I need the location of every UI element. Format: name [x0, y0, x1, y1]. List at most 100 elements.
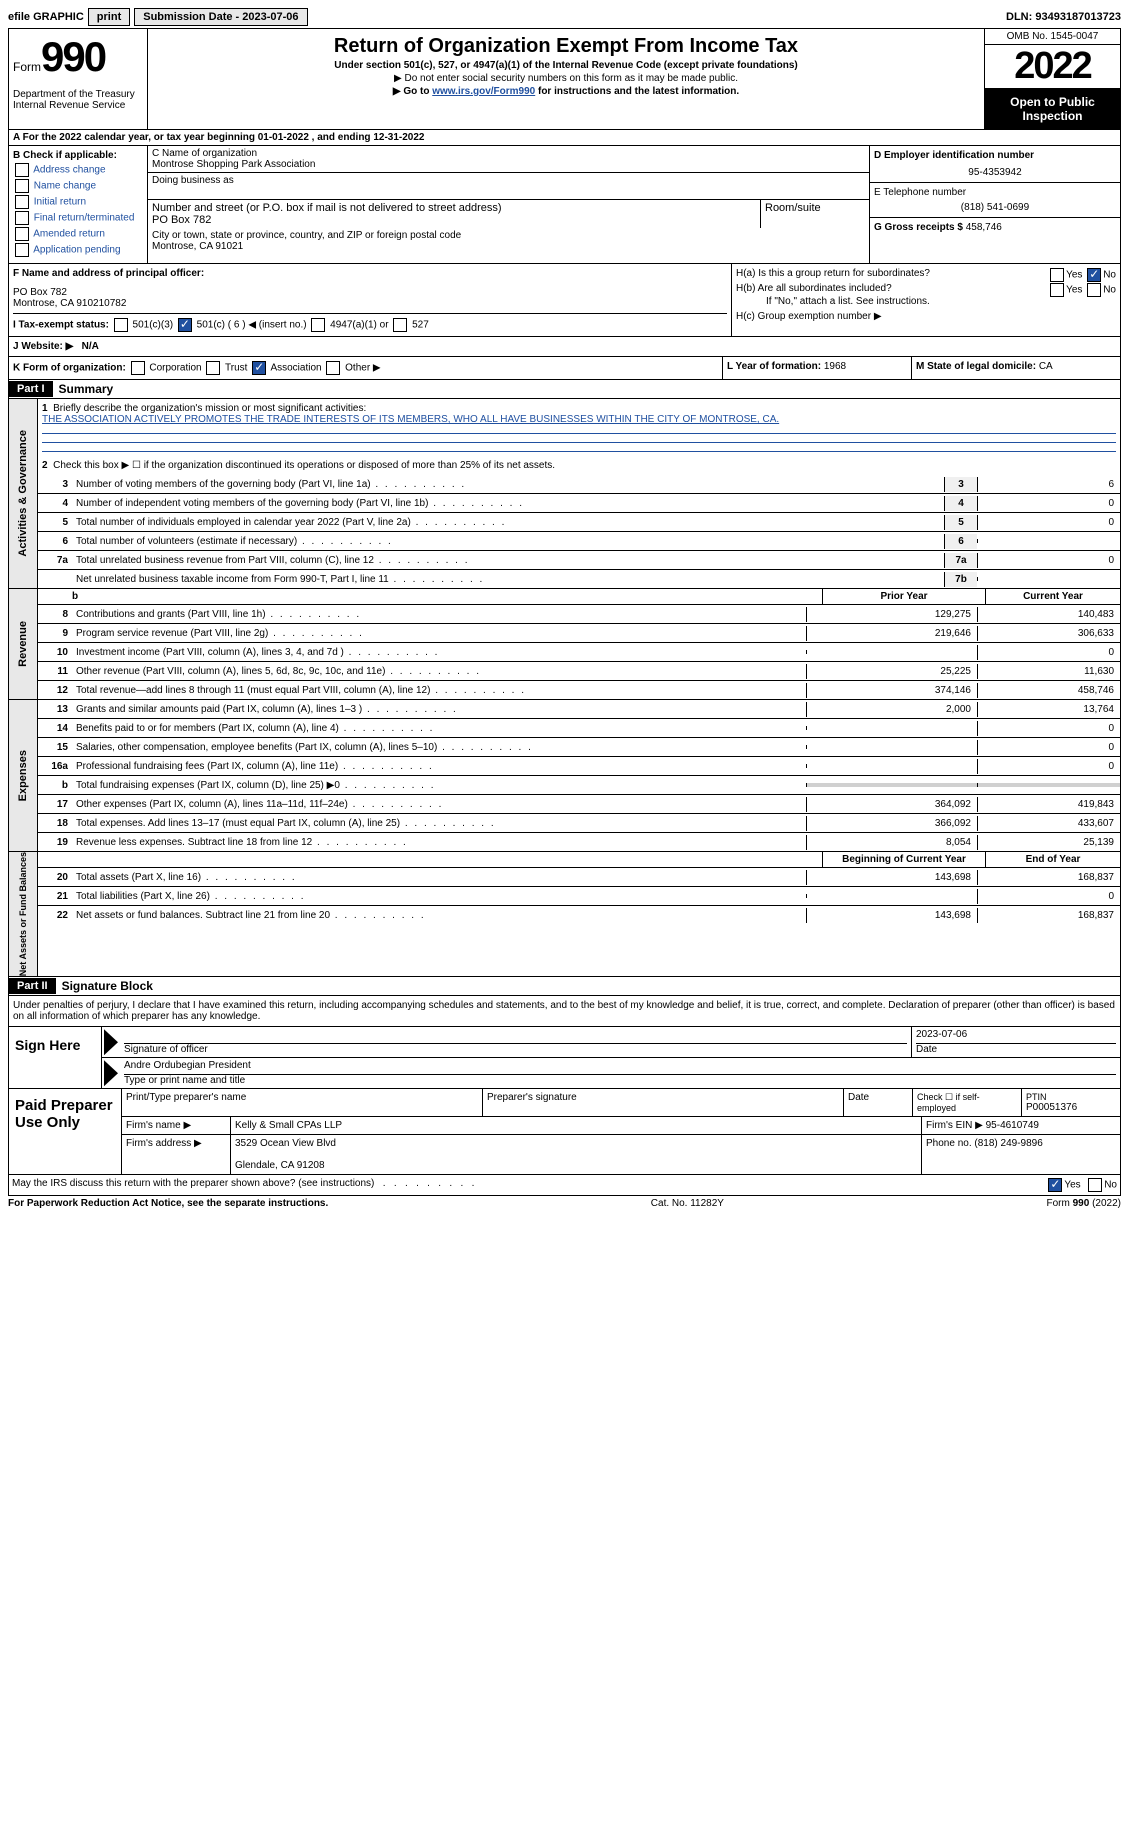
cb-final-return[interactable]: Final return/terminated [13, 211, 143, 225]
table-row: 9Program service revenue (Part VIII, lin… [38, 624, 1120, 643]
table-row: 16aProfessional fundraising fees (Part I… [38, 757, 1120, 776]
cb-ha-yes[interactable] [1050, 268, 1064, 282]
footer: For Paperwork Reduction Act Notice, see … [8, 1196, 1121, 1211]
vtab-net-assets: Net Assets or Fund Balances [18, 852, 28, 976]
table-row: bTotal fundraising expenses (Part IX, co… [38, 776, 1120, 795]
cb-name-change[interactable]: Name change [13, 179, 143, 193]
table-row: 6Total number of volunteers (estimate if… [38, 532, 1120, 551]
year-formation: 1968 [824, 361, 846, 372]
cb-4947[interactable] [311, 318, 325, 332]
sig-date: 2023-07-06 [916, 1029, 1116, 1044]
discuss-row: May the IRS discuss this return with the… [8, 1175, 1121, 1196]
cb-initial-return[interactable]: Initial return [13, 195, 143, 209]
part-ii-bar: Part II Signature Block [8, 977, 1121, 996]
cb-discuss-yes[interactable] [1048, 1178, 1062, 1192]
expenses-section: Expenses 13Grants and similar amounts pa… [8, 700, 1121, 852]
row-f-h: F Name and address of principal officer:… [8, 264, 1121, 337]
table-row: 17Other expenses (Part IX, column (A), l… [38, 795, 1120, 814]
print-button[interactable]: print [88, 8, 130, 26]
tax-year: 2022 [985, 45, 1120, 89]
gross-receipts: 458,746 [966, 222, 1002, 233]
ptin: P00051376 [1026, 1102, 1116, 1113]
omb-number: OMB No. 1545-0047 [985, 29, 1120, 45]
table-row: 20Total assets (Part X, line 16)143,6981… [38, 868, 1120, 887]
paid-preparer-block: Paid Preparer Use Only Print/Type prepar… [8, 1089, 1121, 1175]
table-row: 3Number of voting members of the governi… [38, 475, 1120, 494]
table-row: 4Number of independent voting members of… [38, 494, 1120, 513]
cb-527[interactable] [393, 318, 407, 332]
phone: (818) 541-0699 [874, 202, 1116, 213]
cb-assoc[interactable] [252, 361, 266, 375]
table-row: 22Net assets or fund balances. Subtract … [38, 906, 1120, 924]
cb-app-pending[interactable]: Application pending [13, 243, 143, 257]
table-row: 15Salaries, other compensation, employee… [38, 738, 1120, 757]
table-row: 19Revenue less expenses. Subtract line 1… [38, 833, 1120, 851]
vtab-governance: Activities & Governance [17, 430, 29, 557]
dln: DLN: 93493187013723 [1006, 11, 1121, 23]
form-word: Form [13, 60, 41, 74]
info-grid: B Check if applicable: Address change Na… [8, 146, 1121, 264]
form-number: 990 [41, 33, 105, 80]
box-e: E Telephone number (818) 541-0699 [870, 183, 1120, 218]
top-toolbar: efile GRAPHIC print Submission Date - 20… [8, 8, 1121, 26]
website: N/A [82, 341, 99, 352]
table-row: 7aTotal unrelated business revenue from … [38, 551, 1120, 570]
box-b: B Check if applicable: Address change Na… [9, 146, 148, 263]
vtab-expenses: Expenses [17, 750, 29, 801]
org-city: Montrose, CA 91021 [152, 241, 865, 252]
net-assets-section: Net Assets or Fund Balances Beginning of… [8, 852, 1121, 977]
penalty-text: Under penalties of perjury, I declare th… [8, 996, 1121, 1027]
form-note-ssn: ▶ Do not enter social security numbers o… [156, 73, 976, 84]
dept-label: Department of the Treasury Internal Reve… [13, 89, 143, 111]
officer-name: Andre Ordubegian President [124, 1060, 1116, 1075]
form-subtitle: Under section 501(c), 527, or 4947(a)(1)… [156, 60, 976, 71]
submission-date: Submission Date - 2023-07-06 [134, 8, 307, 26]
officer-address: PO Box 782 Montrose, CA 910210782 [13, 287, 727, 309]
irs-link[interactable]: www.irs.gov/Form990 [432, 86, 535, 97]
cb-discuss-no[interactable] [1088, 1178, 1102, 1192]
form-title: Return of Organization Exempt From Incom… [156, 35, 976, 58]
box-d: D Employer identification number 95-4353… [870, 146, 1120, 183]
cb-amended[interactable]: Amended return [13, 227, 143, 241]
firm-phone: (818) 249-9896 [974, 1138, 1042, 1149]
table-row: 14Benefits paid to or for members (Part … [38, 719, 1120, 738]
cb-hb-yes[interactable] [1050, 283, 1064, 297]
box-c: C Name of organization Montrose Shopping… [148, 146, 869, 263]
org-address: PO Box 782 [152, 214, 756, 226]
state-domicile: CA [1039, 361, 1053, 372]
table-row: Net unrelated business taxable income fr… [38, 570, 1120, 588]
firm-ein: 95-4610749 [986, 1120, 1039, 1131]
table-row: 12Total revenue—add lines 8 through 11 (… [38, 681, 1120, 699]
table-row: 13Grants and similar amounts paid (Part … [38, 700, 1120, 719]
cb-trust[interactable] [206, 361, 220, 375]
open-inspection: Open to Public Inspection [985, 89, 1120, 129]
sign-here-block: Sign Here Signature of officer 2023-07-0… [8, 1027, 1121, 1089]
row-j: J Website: ▶ N/A [8, 337, 1121, 357]
ein: 95-4353942 [874, 167, 1116, 178]
cb-corp[interactable] [131, 361, 145, 375]
cb-other[interactable] [326, 361, 340, 375]
table-row: 5Total number of individuals employed in… [38, 513, 1120, 532]
revenue-section: Revenue bPrior YearCurrent Year 8Contrib… [8, 589, 1121, 700]
box-g: G Gross receipts $ 458,746 [870, 218, 1120, 237]
vtab-revenue: Revenue [17, 621, 29, 667]
cb-address-change[interactable]: Address change [13, 163, 143, 177]
org-name: Montrose Shopping Park Association [152, 159, 865, 170]
cb-501c3[interactable] [114, 318, 128, 332]
form-link-row: ▶ Go to www.irs.gov/Form990 for instruct… [156, 86, 976, 97]
part-i-bar: Part I Summary [8, 380, 1121, 399]
cb-501c[interactable] [178, 318, 192, 332]
cb-hb-no[interactable] [1087, 283, 1101, 297]
row-a-period: A For the 2022 calendar year, or tax yea… [8, 130, 1121, 146]
row-k: K Form of organization: Corporation Trus… [8, 357, 1121, 380]
cb-ha-no[interactable] [1087, 268, 1101, 282]
table-row: 21Total liabilities (Part X, line 26)0 [38, 887, 1120, 906]
firm-address: 3529 Ocean View Blvd Glendale, CA 91208 [231, 1135, 922, 1174]
efile-label: efile GRAPHIC [8, 11, 84, 23]
mission-text: THE ASSOCIATION ACTIVELY PROMOTES THE TR… [42, 414, 779, 425]
form-header: Form990 Department of the Treasury Inter… [8, 28, 1121, 130]
arrow-icon [104, 1060, 118, 1086]
table-row: 8Contributions and grants (Part VIII, li… [38, 605, 1120, 624]
firm-name: Kelly & Small CPAs LLP [231, 1117, 922, 1134]
table-row: 11Other revenue (Part VIII, column (A), … [38, 662, 1120, 681]
